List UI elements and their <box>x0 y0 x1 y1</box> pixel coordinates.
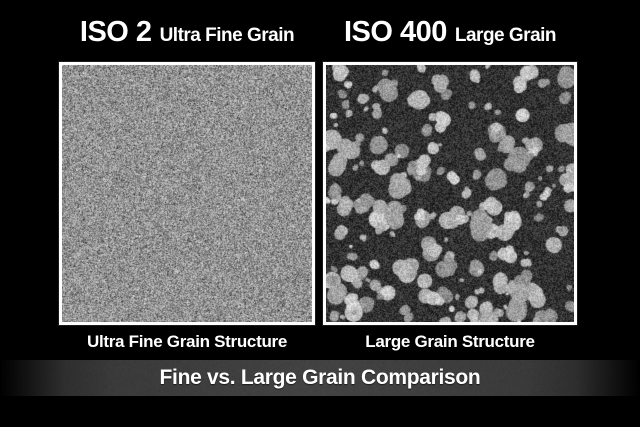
fine-grain-image-frame <box>59 62 315 325</box>
comparison-banner: Fine vs. Large Grain Comparison <box>0 360 640 396</box>
right-panel-caption: Large Grain Structure <box>323 332 577 352</box>
banner-title: Fine vs. Large Grain Comparison <box>160 366 481 390</box>
large-grain-texture <box>326 65 574 322</box>
grain-comparison-graphic: ISO 2 Ultra Fine Grain ISO 400 Large Gra… <box>0 0 640 427</box>
left-panel-iso-label: ISO 2 <box>80 16 152 49</box>
left-panel-caption: Ultra Fine Grain Structure <box>59 332 315 352</box>
fine-grain-texture <box>62 65 312 322</box>
right-panel-grain-label: Large Grain <box>455 25 556 47</box>
large-grain-image-frame <box>323 62 577 325</box>
right-panel-iso-label: ISO 400 <box>344 16 447 49</box>
left-panel-grain-label: Ultra Fine Grain <box>160 25 295 47</box>
right-panel-title: ISO 400 Large Grain <box>323 16 577 52</box>
left-panel-title: ISO 2 Ultra Fine Grain <box>59 16 315 52</box>
